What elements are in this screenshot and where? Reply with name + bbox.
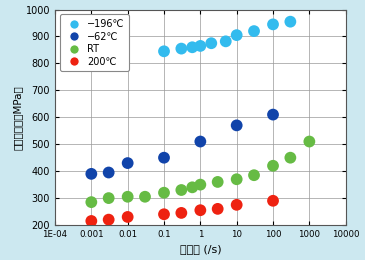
- Point: [178, 211, 184, 215]
- Point: [197, 139, 203, 144]
- Point: [270, 164, 276, 168]
- Point: [197, 183, 203, 187]
- X-axis label: 歪速度 (/s): 歪速度 (/s): [180, 244, 221, 255]
- Point: [234, 203, 239, 207]
- Point: [88, 172, 94, 176]
- Point: [189, 45, 195, 49]
- Point: [287, 20, 293, 24]
- Point: [234, 177, 239, 181]
- Legend: −196℃, −62℃, RT, 200℃: −196℃, −62℃, RT, 200℃: [60, 14, 130, 72]
- Point: [142, 195, 148, 199]
- Point: [215, 207, 220, 211]
- Point: [234, 123, 239, 127]
- Point: [125, 215, 131, 219]
- Point: [178, 47, 184, 51]
- Point: [106, 170, 112, 174]
- Point: [88, 219, 94, 223]
- Point: [161, 212, 167, 216]
- Point: [106, 196, 112, 200]
- Point: [208, 41, 214, 45]
- Point: [161, 156, 167, 160]
- Point: [287, 156, 293, 160]
- Point: [270, 22, 276, 27]
- Point: [161, 49, 167, 53]
- Point: [189, 185, 195, 189]
- Point: [234, 33, 239, 37]
- Point: [215, 180, 220, 184]
- Point: [88, 200, 94, 204]
- Point: [125, 161, 131, 165]
- Y-axis label: 引張り強さ（MPa）: 引張り強さ（MPa）: [13, 85, 23, 150]
- Point: [270, 113, 276, 117]
- Point: [223, 39, 228, 43]
- Point: [251, 173, 257, 177]
- Point: [161, 191, 167, 195]
- Point: [307, 139, 312, 144]
- Point: [251, 29, 257, 33]
- Point: [270, 199, 276, 203]
- Point: [197, 44, 203, 48]
- Point: [106, 218, 112, 222]
- Point: [197, 208, 203, 212]
- Point: [125, 195, 131, 199]
- Point: [178, 188, 184, 192]
